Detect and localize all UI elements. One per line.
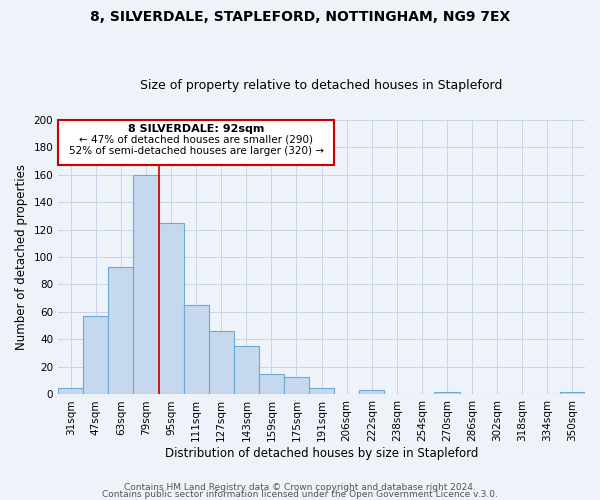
Bar [158, 222, 184, 394]
Text: Contains HM Land Registry data © Crown copyright and database right 2024.: Contains HM Land Registry data © Crown c… [124, 484, 476, 492]
Bar [560, 392, 585, 394]
X-axis label: Distribution of detached houses by size in Stapleford: Distribution of detached houses by size … [165, 447, 478, 460]
Bar [359, 390, 385, 394]
Bar [309, 388, 334, 394]
Text: 52% of semi-detached houses are larger (320) →: 52% of semi-detached houses are larger (… [68, 146, 323, 156]
Bar [109, 266, 133, 394]
Bar [58, 388, 83, 394]
FancyBboxPatch shape [58, 120, 334, 165]
Text: 8, SILVERDALE, STAPLEFORD, NOTTINGHAM, NG9 7EX: 8, SILVERDALE, STAPLEFORD, NOTTINGHAM, N… [90, 10, 510, 24]
Text: ← 47% of detached houses are smaller (290): ← 47% of detached houses are smaller (29… [79, 134, 313, 144]
Bar [259, 374, 284, 394]
Bar [434, 392, 460, 394]
Text: Contains public sector information licensed under the Open Government Licence v.: Contains public sector information licen… [102, 490, 498, 499]
Y-axis label: Number of detached properties: Number of detached properties [15, 164, 28, 350]
Title: Size of property relative to detached houses in Stapleford: Size of property relative to detached ho… [140, 79, 503, 92]
Bar [133, 174, 158, 394]
Text: 8 SILVERDALE: 92sqm: 8 SILVERDALE: 92sqm [128, 124, 265, 134]
Bar [284, 376, 309, 394]
Bar [209, 331, 234, 394]
Bar [83, 316, 109, 394]
Bar [234, 346, 259, 395]
Bar [184, 305, 209, 394]
